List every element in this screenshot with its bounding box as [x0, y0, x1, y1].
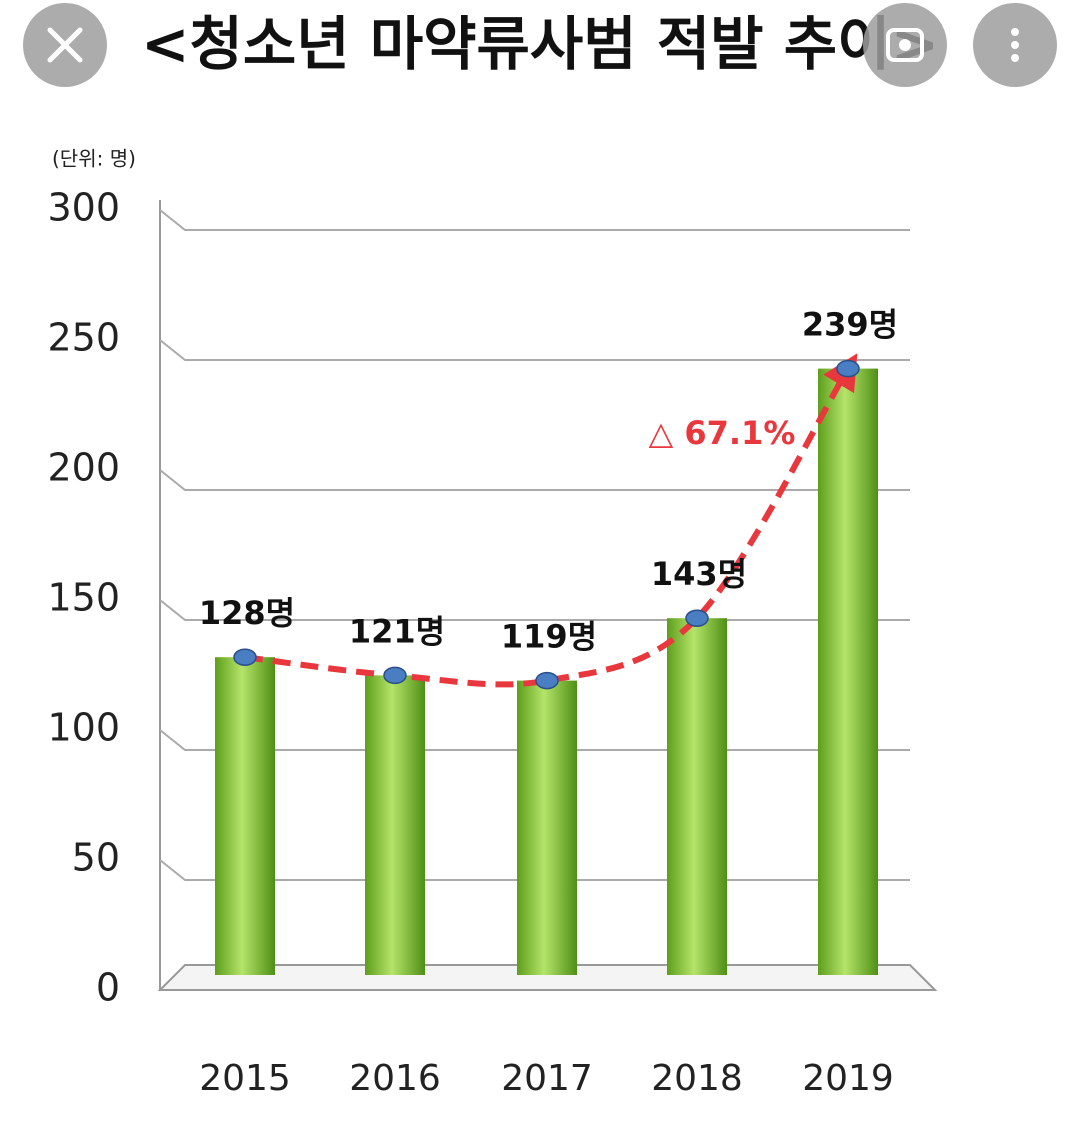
- x-tick-label: 2017: [501, 1058, 593, 1099]
- y-tick-label: 50: [72, 836, 120, 880]
- point-marker: [685, 609, 709, 627]
- value-label: 119명: [501, 618, 597, 656]
- point-marker: [383, 666, 407, 685]
- bar: [667, 618, 727, 975]
- value-label: 128명: [199, 594, 295, 632]
- annotation: △ 67.1%: [649, 414, 796, 452]
- floor: [157, 964, 938, 991]
- y-tick-label: 250: [47, 316, 120, 360]
- point-marker: [836, 359, 860, 378]
- bar: [517, 680, 577, 975]
- point-marker: [535, 671, 559, 690]
- grid-line: [159, 209, 910, 231]
- y-tick-label: 150: [47, 576, 120, 620]
- bar: [818, 368, 878, 976]
- bar: [215, 657, 275, 975]
- x-tick-label: 2016: [349, 1058, 441, 1099]
- trend-line: [244, 353, 858, 688]
- x-tick-label: 2018: [651, 1058, 743, 1099]
- y-tick-label: 0: [96, 966, 120, 1010]
- x-tick-label: 2019: [802, 1058, 894, 1099]
- grid-line: [159, 469, 910, 491]
- plot: 0 50 100 150 200 250 300 2015 2016 2017 2018 2019 12…: [47, 186, 938, 1099]
- y-tick-label: 100: [47, 706, 120, 750]
- y-tick-label: 200: [47, 446, 120, 490]
- more-button[interactable]: [973, 3, 1057, 87]
- value-label: 121명: [349, 612, 445, 650]
- point-marker: [233, 648, 257, 666]
- y-tick-label: 300: [47, 186, 120, 230]
- close-button[interactable]: [23, 3, 107, 87]
- unit-label: (단위: 명): [52, 147, 136, 171]
- lens-button[interactable]: [863, 3, 947, 87]
- grid-line: [159, 339, 910, 361]
- value-label: 143명: [651, 555, 747, 593]
- x-tick-label: 2015: [199, 1058, 291, 1099]
- value-label: 239명: [802, 306, 898, 344]
- bar: [365, 675, 425, 975]
- chart-title: <청소년 마약류사범 적발 추이>: [141, 10, 939, 78]
